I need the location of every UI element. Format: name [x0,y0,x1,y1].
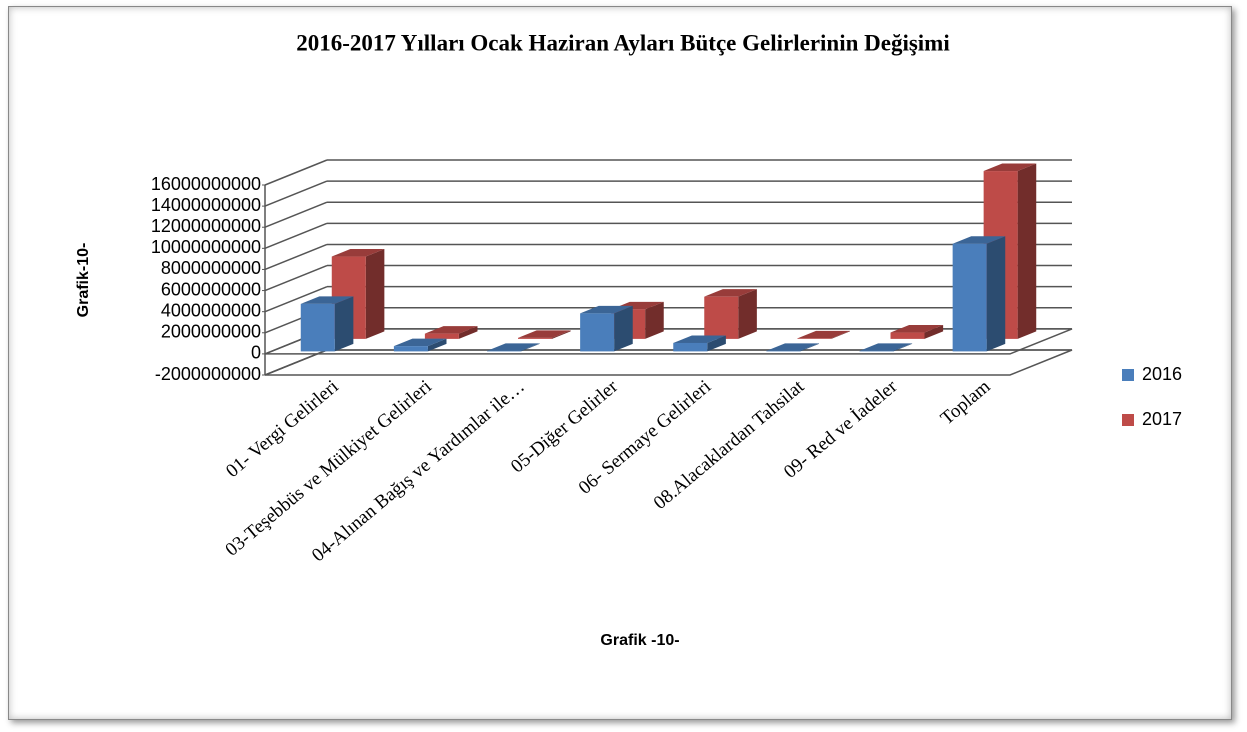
y-tick-label: 8000000000 [161,258,261,278]
bar-front [859,350,894,352]
bar-front [518,337,553,339]
y-tick-label: 14000000000 [151,195,261,215]
bar [797,330,850,339]
bar [952,236,1006,352]
bar-side [645,301,664,339]
bar-side [831,330,850,339]
y-axis-label: Grafik-10- [75,243,92,318]
bar-top [797,330,850,339]
x-axis-label: Grafik -10- [600,632,679,649]
bar-front [487,350,522,352]
legend-label: 2016 [1142,364,1182,384]
x-tick-label: 08.Alacaklardan Tahsilat [650,376,809,514]
bar-side [427,338,447,352]
y-tick-label: 0 [251,343,261,363]
bar [580,305,633,352]
bar-top [952,236,1006,244]
grid-line [264,285,328,313]
grid-line [264,243,328,271]
bar-side [334,296,354,352]
bar-side [707,335,726,352]
bar [424,326,478,339]
bar [487,343,540,352]
bar-side [1017,163,1037,339]
bar-top [580,305,633,314]
bar-side [924,325,944,339]
y-tick-label: 6000000000 [161,279,261,299]
y-tick-label: -2000000000 [155,364,261,384]
bar-top [704,289,757,297]
bar-side [800,343,819,352]
x-tick-label: Toplam [937,376,995,429]
bar-top [859,343,913,351]
bar-side [614,305,633,352]
bar-front [580,313,615,352]
bar-front [300,303,335,352]
bar-front [424,333,459,339]
y-tick-label: 10000000000 [151,237,261,257]
grid-line [264,264,328,292]
grid-line [264,222,328,250]
bar [518,330,571,339]
bar-side [521,343,540,352]
bar-front [673,342,708,352]
bar [673,335,726,352]
grid-line [264,201,328,228]
bar-top [300,296,354,304]
back-wall [327,160,1072,350]
bar-front [952,243,987,352]
bar [766,343,819,352]
bar-side [365,249,385,339]
bar [704,289,757,339]
bar-top [487,343,540,351]
y-tick-label: 16000000000 [151,174,261,194]
bar-top [766,343,819,351]
bar-top [518,330,571,338]
bar-front [393,346,428,352]
bar-side [893,343,913,352]
bar-side [986,236,1006,352]
bar-top [673,335,726,343]
y-tick-label: 2000000000 [161,322,261,342]
y-tick-label: 4000000000 [161,300,261,320]
bar-top [890,325,944,333]
legend-label: 2017 [1142,409,1182,429]
bar-front [704,296,739,339]
legend-swatch [1122,369,1134,381]
bar-front [797,338,832,339]
grid-line [264,180,328,207]
bar-top [331,249,385,257]
bar-side [552,330,571,339]
bar [859,343,913,352]
bar-front [766,350,801,352]
bar [393,338,447,352]
bar-top [393,338,447,347]
bar-top [983,163,1037,172]
legend-swatch [1122,414,1134,426]
bar-top [424,326,478,334]
y-tick-label: 12000000000 [151,216,261,236]
bar-side [458,326,478,339]
bar [890,325,944,339]
bar [300,296,354,352]
chart-title: 2016-2017 Yılları Ocak Haziran Ayları Bü… [296,30,950,55]
bar-front [890,332,925,339]
bar-side [738,289,757,339]
grid-line [264,159,328,186]
